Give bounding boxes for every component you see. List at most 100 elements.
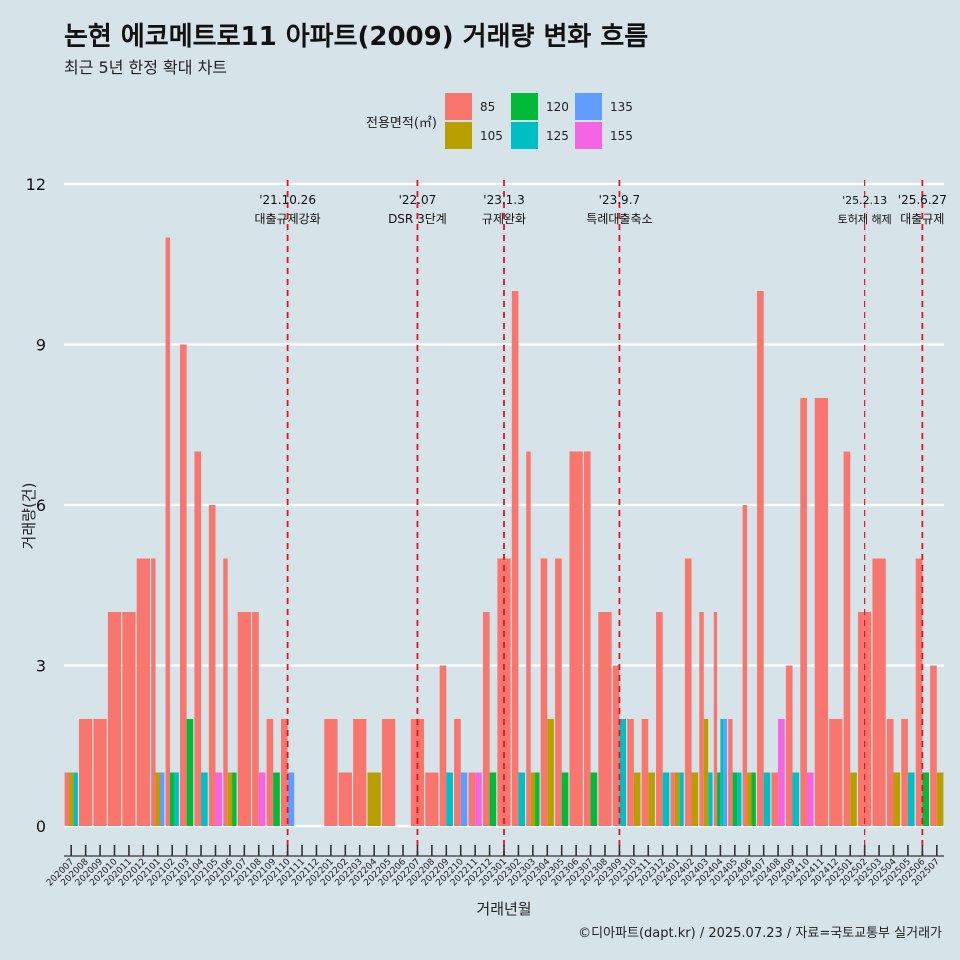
bar-202402-85	[684, 558, 692, 826]
bar-202007-85	[64, 772, 70, 826]
bar-202201-85	[324, 719, 338, 826]
bar-202007-105	[69, 772, 74, 826]
bar-202501-85	[843, 451, 851, 826]
event-label-5: 대출규제	[900, 212, 944, 226]
event-label-2: 규제완화	[482, 212, 526, 226]
legend-item-155: 155	[574, 121, 639, 150]
bar-202504-105	[893, 772, 901, 826]
legend-label-155: 155	[609, 128, 633, 143]
bar-202409-125	[792, 772, 800, 826]
bar-202303-105	[530, 772, 536, 826]
bar-202311-85	[641, 719, 649, 826]
bar-202405-120	[732, 772, 738, 826]
bar-202109-85	[266, 719, 274, 826]
bar-202211-85	[468, 772, 476, 826]
bar-202307-85	[583, 451, 591, 826]
bar-202506-120	[922, 772, 929, 826]
bar-202007-125	[73, 772, 78, 826]
event-markers: '21.10.26 대출규제강화 '22.07 DSR 3단계 '23.1.3 규제완화 '…	[254, 180, 947, 856]
bar-202404-135	[723, 719, 728, 826]
source-caption: ©디아파트(dapt.kr) / 2025.07.23 / 자료=국토교통부 실…	[578, 926, 942, 941]
legend-items: 85 105 120 125 135 155	[444, 92, 639, 150]
axes: 2020072020082020092020102020112020122021…	[45, 845, 944, 888]
event-date-4: '25.2.13	[842, 194, 887, 207]
bar-202302-125	[518, 772, 526, 826]
bar-202305-85	[555, 558, 562, 826]
legend-item-125: 125	[510, 121, 575, 150]
bar-202401-105	[674, 772, 680, 826]
event-date-3: '23.9.7	[599, 193, 640, 207]
legend-item-105: 105	[444, 121, 511, 150]
bar-202303-120	[535, 772, 540, 826]
bar-202401-125	[679, 772, 684, 826]
bar-202310-105	[633, 772, 641, 826]
bar-202106-85	[223, 558, 228, 826]
bar-202210-85	[454, 719, 461, 826]
bar-202104-85	[194, 451, 202, 826]
chart-title: 논현 에코메트로11 아파트(2009) 거래량 변화 흐름	[64, 22, 649, 52]
bar-202102-85	[165, 237, 170, 826]
bar-202101-85	[151, 558, 156, 826]
bar-202304-85	[540, 558, 548, 826]
bar-202404-125	[720, 719, 724, 826]
legend-swatch-155	[574, 122, 602, 149]
y-tick-label-3: 3	[36, 657, 46, 676]
event-date-2: '23.1.3	[483, 193, 524, 207]
bar-202210-135	[460, 772, 468, 826]
bar-202410-155	[806, 772, 814, 826]
bar-202103-85	[179, 344, 187, 826]
bar-202104-125	[201, 772, 208, 826]
bar-202301-85	[497, 558, 511, 826]
bar-202311-105	[648, 772, 655, 826]
bar-202208-85	[425, 772, 439, 826]
bar-202009-85	[93, 719, 107, 826]
bar-202209-125	[446, 772, 453, 826]
event-label-1: DSR 3단계	[388, 212, 447, 226]
event-label-4: 토허제 해제	[838, 212, 892, 226]
bar-202109-120	[273, 772, 280, 826]
bar-202310-85	[627, 719, 634, 826]
bar-202204-105	[367, 772, 381, 826]
bar-202410-85	[800, 398, 807, 826]
bar-202110-85	[280, 719, 288, 826]
bar-202408-85	[771, 772, 779, 826]
bar-202304-105	[547, 719, 554, 826]
event-label-3: 특례대출축소	[586, 212, 652, 226]
legend-label-120: 120	[545, 99, 569, 114]
bar-202309-85	[612, 665, 620, 826]
bar-202106-120	[232, 772, 237, 826]
bar-202505-85	[901, 719, 908, 826]
bar-202108-155	[258, 772, 266, 826]
bar-202405-125	[737, 772, 742, 826]
bar-202406-85	[742, 505, 748, 826]
bar-202305-120	[561, 772, 569, 826]
legend-label-85: 85	[479, 99, 496, 114]
event-label-0: 대출규제강화	[254, 212, 320, 226]
bar-202407-125	[763, 772, 771, 826]
bar-202507-85	[930, 665, 937, 826]
bar-202306-85	[569, 451, 583, 826]
bar-202403-85	[699, 612, 704, 826]
bar-202312-125	[662, 772, 670, 826]
bar-202506-85	[915, 558, 923, 826]
bar-202504-85	[886, 719, 894, 826]
y-tick-label-0: 0	[36, 817, 46, 836]
legend-item-135: 135	[574, 92, 639, 121]
y-tick-label-9: 9	[36, 336, 46, 355]
y-tick-label-6: 6	[36, 496, 46, 515]
bar-202407-85	[757, 291, 764, 826]
legend-label-105: 105	[479, 128, 503, 143]
legend-item-85: 85	[444, 92, 511, 121]
event-date-1: '22.07	[399, 193, 437, 207]
bar-202105-85	[208, 505, 216, 826]
bar-202406-105	[747, 772, 752, 826]
bar-202406-120	[751, 772, 756, 826]
bar-202012-85	[136, 558, 150, 826]
bar-202308-85	[598, 612, 612, 826]
bar-202501-105	[850, 772, 857, 826]
bar-202008-85	[79, 719, 93, 826]
bar-202303-85	[526, 451, 531, 826]
bar-202202-85	[338, 772, 352, 826]
bar-202102-120	[169, 772, 175, 826]
